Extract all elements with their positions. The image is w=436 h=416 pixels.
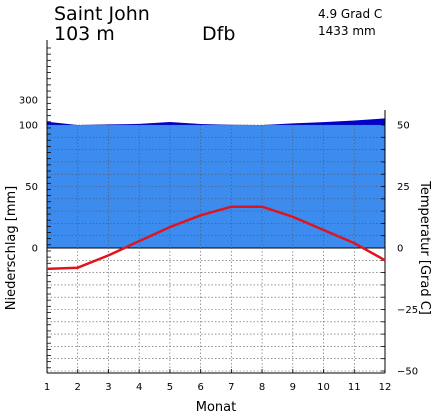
- temperature-line: [46, 205, 386, 271]
- perhumid-area: [47, 118, 385, 125]
- mean-temperature: 4.9 Grad C: [318, 7, 382, 21]
- precipitation-area: [47, 118, 385, 248]
- month-label: 5: [167, 382, 173, 393]
- left-tick-label: 50: [25, 182, 38, 193]
- month-label: 6: [197, 382, 203, 393]
- station-name: Saint John: [54, 3, 150, 25]
- right-tick-label: −25: [397, 305, 418, 316]
- month-label: 2: [75, 382, 81, 393]
- right-tick-label: 0: [397, 244, 403, 255]
- left-tick-label: 100: [19, 121, 38, 132]
- month-label: 10: [317, 382, 330, 393]
- month-label: 1: [44, 382, 50, 393]
- right-tick-label: 50: [397, 121, 410, 132]
- month-label: 7: [228, 382, 234, 393]
- axes: [46, 40, 386, 374]
- right-axis-label: Temperatur [Grad C]: [417, 180, 432, 315]
- month-label: 4: [136, 382, 142, 393]
- month-label: 9: [290, 382, 296, 393]
- right-tick-label: −50: [397, 367, 418, 378]
- left-tick-label: 0: [32, 244, 38, 255]
- month-label: 8: [259, 382, 265, 393]
- station-elevation: 103 m: [54, 23, 115, 45]
- month-label: 12: [379, 382, 392, 393]
- month-label: 3: [105, 382, 111, 393]
- temperature-series: [46, 205, 386, 271]
- annual-precipitation: 1433 mm: [318, 24, 376, 38]
- climate-classification: Dfb: [202, 23, 235, 45]
- left-tick-label: 300: [19, 96, 38, 107]
- left-axis-label: Niederschlag [mm]: [4, 186, 19, 311]
- right-tick-label: 25: [397, 182, 410, 193]
- month-label: 11: [348, 382, 361, 393]
- x-axis-label: Monat: [196, 400, 236, 415]
